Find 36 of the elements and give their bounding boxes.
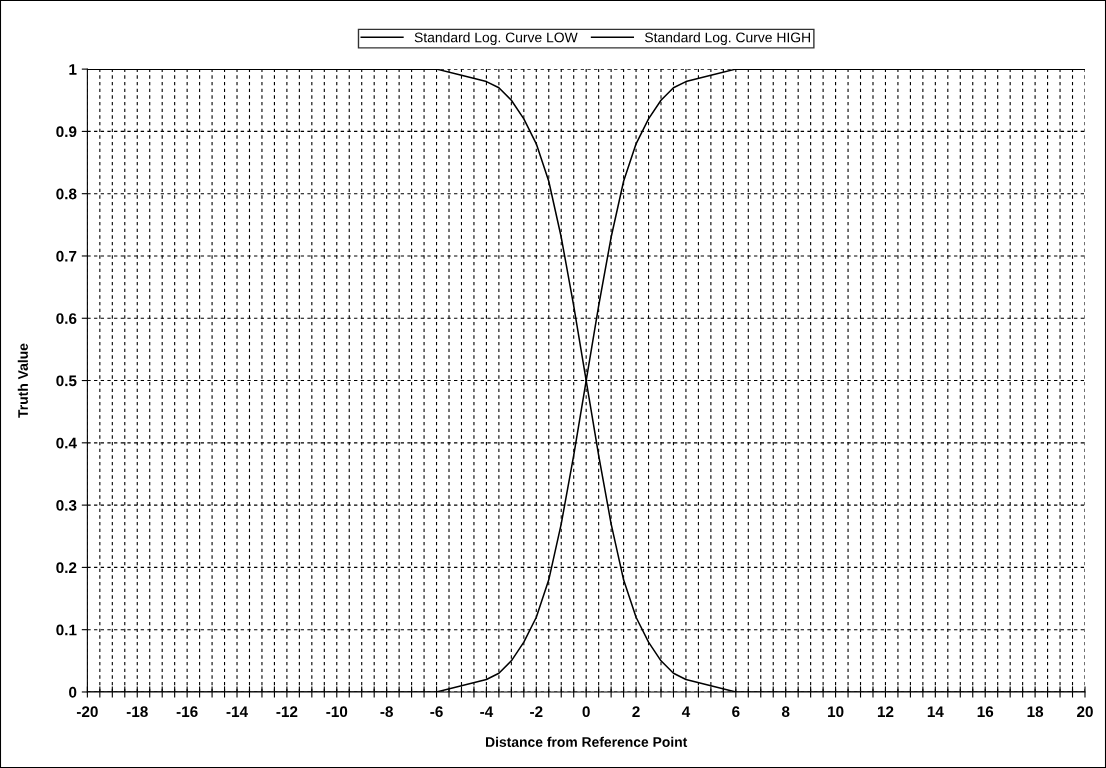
x-tick-label: 14 <box>927 706 944 717</box>
x-tick-label: -12 <box>276 706 298 717</box>
x-tick-label: 2 <box>632 706 640 717</box>
y-tick-label: 0.1 <box>56 624 77 636</box>
y-tick-label: 0.7 <box>56 250 77 262</box>
x-tick-label: 4 <box>681 706 691 717</box>
y-tick-label: 1 <box>69 64 77 75</box>
x-tick-label: 8 <box>781 706 790 718</box>
legend-label: Standard Log. Curve LOW <box>414 32 578 46</box>
x-axis-title: Distance from Reference Point <box>486 736 688 747</box>
x-tick-label: -20 <box>76 706 98 718</box>
x-tick-label: -8 <box>380 706 393 718</box>
x-tick-label: 10 <box>828 706 844 718</box>
y-tick-label: 0.5 <box>56 375 77 387</box>
y-tick-label: 0.6 <box>56 313 77 324</box>
x-tick-label: -2 <box>530 706 543 717</box>
y-tick-label: 0.9 <box>56 126 77 138</box>
x-tick-label: 0 <box>582 706 590 718</box>
y-tick-label: 0.8 <box>56 188 77 200</box>
y-axis-title: Truth Value <box>17 343 28 418</box>
y-tick-label: 0 <box>69 686 77 698</box>
x-tick-label: 18 <box>1027 706 1044 718</box>
x-tick-label: -10 <box>326 706 348 718</box>
y-tick-label: 0.4 <box>56 437 77 449</box>
x-tick-label: -18 <box>126 706 148 718</box>
x-tick-label: -6 <box>430 706 443 718</box>
legend-label: Standard Log. Curve HIGH <box>644 32 810 46</box>
x-tick-label: -16 <box>176 706 198 718</box>
x-tick-label: -4 <box>480 706 494 717</box>
y-tick-label: 0.3 <box>56 499 77 511</box>
x-tick-label: 16 <box>977 706 994 718</box>
x-tick-label: 6 <box>732 706 740 718</box>
x-tick-label: -14 <box>226 706 248 717</box>
y-tick-label: 0.2 <box>56 562 77 574</box>
x-tick-label: 12 <box>877 706 894 717</box>
x-tick-label: 20 <box>1077 706 1093 718</box>
